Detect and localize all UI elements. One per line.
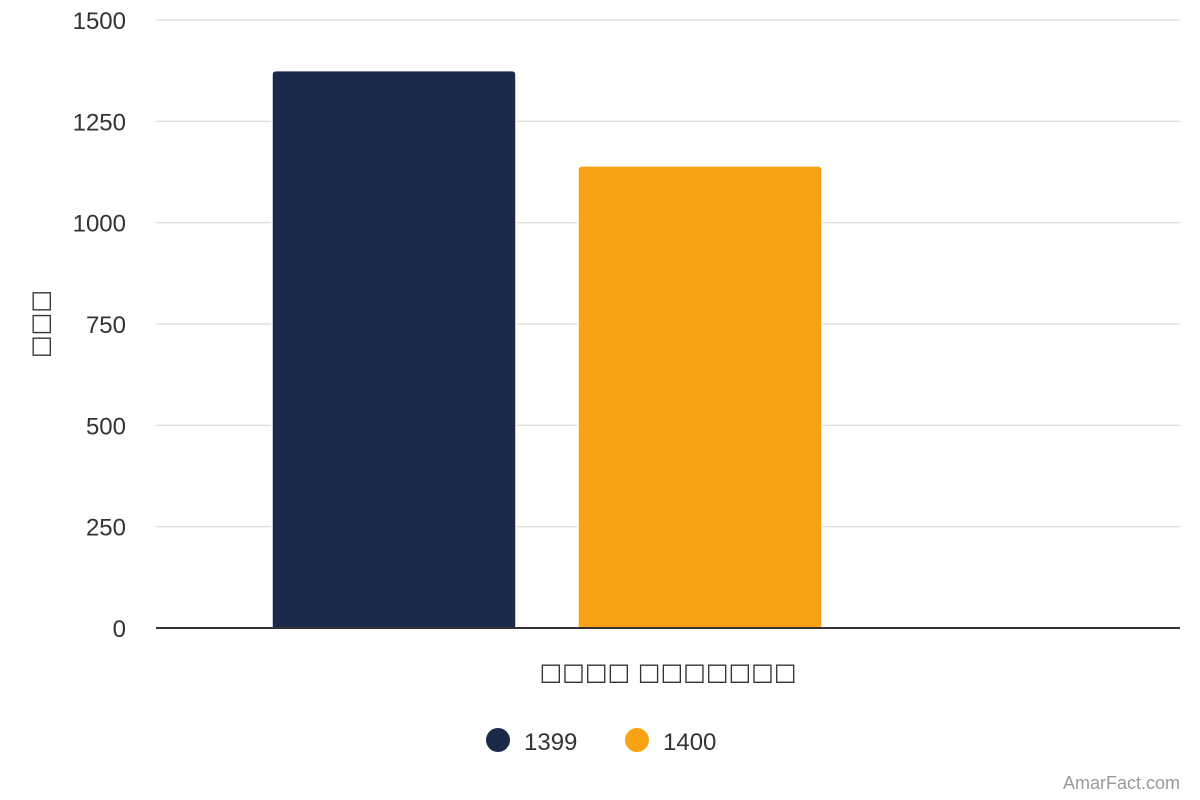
legend: 1399 1400	[486, 728, 716, 756]
y-tick-label: 750	[86, 312, 126, 339]
bar-1399	[271, 69, 517, 629]
y-tick-label: 1500	[73, 8, 126, 35]
y-tick-label: 500	[86, 413, 126, 440]
watermark: AmarFact.com	[1062, 773, 1180, 793]
y-axis-title: □□□	[26, 290, 54, 358]
bars	[271, 69, 823, 629]
y-tick-label: 0	[113, 616, 126, 643]
y-tick-label: 250	[86, 515, 126, 542]
legend-swatch-1399	[486, 728, 510, 752]
legend-label-1399: 1399	[524, 729, 577, 756]
x-axis-title: □□□□ □□□□□□□	[539, 658, 796, 686]
y-tick-label: 1250	[73, 109, 126, 136]
y-tick-label: 1000	[73, 211, 126, 238]
legend-swatch-1400	[625, 728, 649, 752]
legend-label-1400: 1400	[663, 729, 716, 756]
bar-1400	[577, 165, 823, 629]
y-axis-ticks: 0 250 500 750 1000 1250 1500	[73, 8, 126, 643]
